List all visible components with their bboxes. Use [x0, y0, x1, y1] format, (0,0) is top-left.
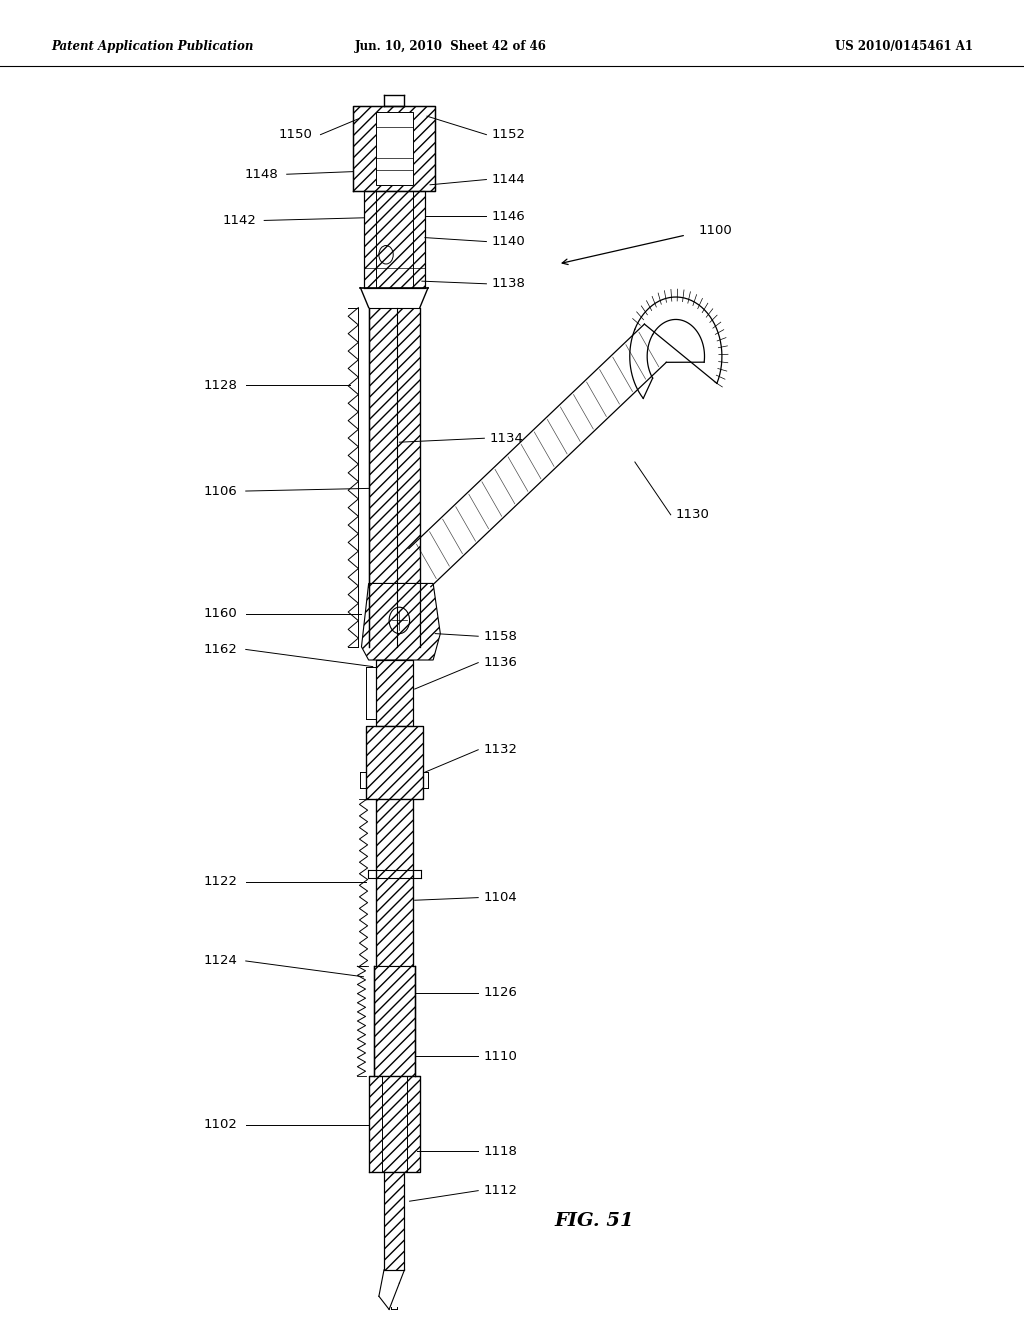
- Text: FIG. 51: FIG. 51: [554, 1212, 634, 1230]
- Text: 1110: 1110: [483, 1049, 517, 1063]
- Text: 1104: 1104: [483, 891, 517, 904]
- Text: 1126: 1126: [483, 986, 517, 999]
- Text: 1112: 1112: [483, 1184, 517, 1197]
- Text: 1140: 1140: [492, 235, 525, 248]
- Text: 1128: 1128: [204, 379, 238, 392]
- Bar: [366, 726, 423, 799]
- Text: 1122: 1122: [204, 875, 238, 888]
- Bar: [376, 660, 413, 726]
- Text: 1162: 1162: [204, 643, 238, 656]
- Text: 1124: 1124: [204, 954, 238, 968]
- Bar: [376, 112, 413, 185]
- Text: Patent Application Publication: Patent Application Publication: [51, 40, 254, 53]
- Bar: [369, 308, 420, 647]
- Text: 1142: 1142: [222, 214, 256, 227]
- Text: 1158: 1158: [483, 630, 517, 643]
- Text: 1146: 1146: [492, 210, 525, 223]
- Text: US 2010/0145461 A1: US 2010/0145461 A1: [835, 40, 973, 53]
- Text: 1138: 1138: [492, 277, 525, 290]
- Text: 1102: 1102: [204, 1118, 238, 1131]
- Text: 1118: 1118: [483, 1144, 517, 1158]
- Text: 1132: 1132: [483, 743, 517, 756]
- Bar: [369, 1076, 420, 1172]
- Bar: [376, 799, 413, 966]
- Bar: [374, 966, 415, 1076]
- Bar: [364, 191, 425, 288]
- Text: 1148: 1148: [245, 168, 279, 181]
- Text: 1130: 1130: [676, 508, 710, 521]
- Text: 1144: 1144: [492, 173, 525, 186]
- Text: 1150: 1150: [279, 128, 312, 141]
- Polygon shape: [361, 583, 440, 660]
- Bar: [384, 1172, 404, 1270]
- Text: Jun. 10, 2010  Sheet 42 of 46: Jun. 10, 2010 Sheet 42 of 46: [354, 40, 547, 53]
- Text: 1152: 1152: [492, 128, 525, 141]
- Text: 1160: 1160: [204, 607, 238, 620]
- Text: 1100: 1100: [698, 224, 732, 238]
- Bar: [353, 106, 435, 191]
- Text: 1106: 1106: [204, 484, 238, 498]
- Text: 1134: 1134: [489, 432, 523, 445]
- Text: 1136: 1136: [483, 656, 517, 669]
